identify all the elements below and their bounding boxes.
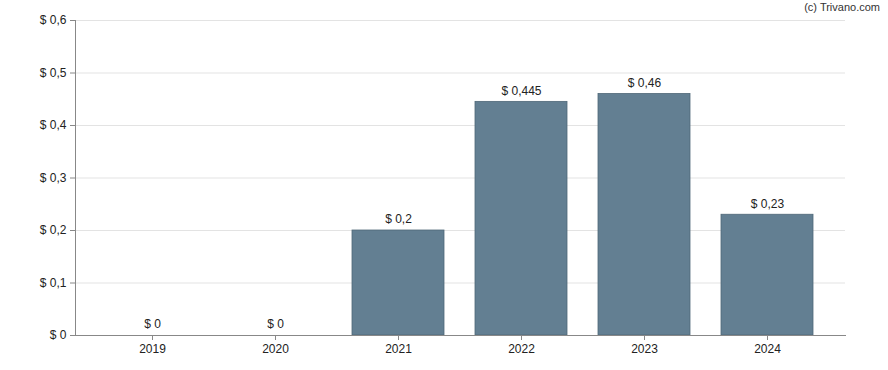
svg-text:$ 0,46: $ 0,46	[628, 76, 662, 90]
svg-text:$ 0: $ 0	[50, 328, 67, 342]
svg-text:$ 0,2: $ 0,2	[40, 223, 67, 237]
svg-text:2021: 2021	[385, 342, 412, 356]
svg-text:2024: 2024	[754, 342, 781, 356]
svg-text:$ 0,445: $ 0,445	[501, 84, 541, 98]
svg-text:2023: 2023	[631, 342, 658, 356]
svg-text:$ 0,1: $ 0,1	[40, 276, 67, 290]
svg-text:$ 0,23: $ 0,23	[751, 197, 785, 211]
svg-text:$ 0,6: $ 0,6	[40, 13, 67, 27]
svg-text:$ 0,5: $ 0,5	[40, 66, 67, 80]
svg-text:$ 0: $ 0	[144, 317, 161, 331]
svg-text:2020: 2020	[262, 342, 289, 356]
html-text:(c) Trivano.com: (c) Trivano.com	[804, 1, 880, 13]
svg-text:2022: 2022	[508, 342, 535, 356]
svg-text:$ 0: $ 0	[267, 317, 284, 331]
svg-text:2019: 2019	[139, 342, 166, 356]
svg-text:$ 0,2: $ 0,2	[385, 212, 412, 226]
svg-text:$ 0,4: $ 0,4	[40, 118, 67, 132]
svg-text:$ 0,3: $ 0,3	[40, 171, 67, 185]
